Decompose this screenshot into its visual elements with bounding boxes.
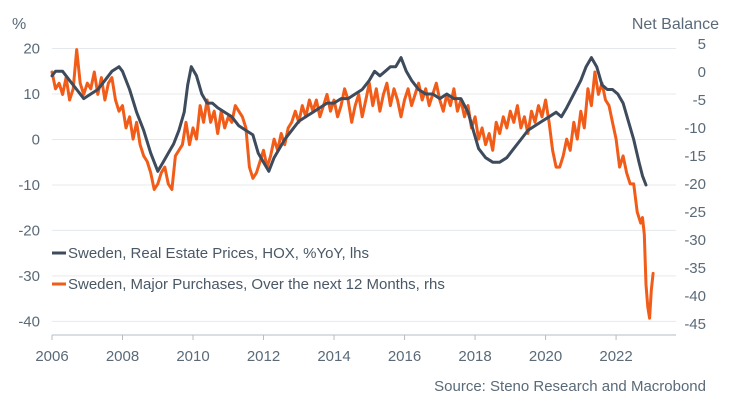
legend-label-hox: Sweden, Real Estate Prices, HOX, %YoY, l… (68, 245, 369, 262)
x-tick-label: 2020 (529, 348, 562, 365)
left-tick-label: -20 (18, 222, 40, 239)
legend: Sweden, Real Estate Prices, HOX, %YoY, l… (52, 245, 445, 293)
right-tick-label: -15 (684, 148, 706, 165)
x-tick-label: 2012 (247, 348, 280, 365)
x-tick-label: 2008 (106, 348, 139, 365)
series-layer (50, 48, 655, 320)
right-axis-unit: Net Balance (632, 16, 719, 33)
right-tick-label: -25 (684, 204, 706, 221)
x-tick-label: 2016 (388, 348, 421, 365)
right-tick-label: -45 (684, 316, 706, 333)
right-tick-label: -40 (684, 288, 706, 305)
x-tick-label: 2006 (35, 348, 68, 365)
right-tick-label: -30 (684, 232, 706, 249)
x-tick-label: 2014 (317, 348, 350, 365)
x-tick-label: 2018 (458, 348, 491, 365)
legend-label-purchases: Sweden, Major Purchases, Over the next 1… (68, 276, 445, 293)
source-note: Source: Steno Research and Macrobond (434, 378, 706, 395)
x-tick-label: 2010 (176, 348, 209, 365)
left-tick-label: -10 (18, 177, 40, 194)
left-tick-label: 0 (32, 131, 40, 148)
right-tick-label: -20 (684, 176, 706, 193)
left-tick-label: -40 (18, 313, 40, 330)
x-tick-label: 2022 (599, 348, 632, 365)
left-tick-label: -30 (18, 268, 40, 285)
right-tick-label: -5 (693, 92, 706, 109)
series-line-hox (50, 56, 648, 187)
right-tick-label: -35 (684, 260, 706, 277)
series-line-purchases (50, 48, 655, 320)
left-axis-ticks: 20 10 0 -10 -20 -30 -40 (18, 41, 40, 331)
left-tick-label: 20 (23, 41, 40, 58)
right-tick-label: -10 (684, 120, 706, 137)
right-axis-ticks: 5 0 -5 -10 -15 -20 -25 -30 -35 -40 -45 (684, 36, 706, 333)
right-tick-label: 5 (698, 36, 706, 53)
left-tick-label: 10 (23, 86, 40, 103)
right-tick-label: 0 (698, 64, 706, 81)
left-axis-unit: % (12, 16, 26, 33)
x-axis-ticks: 2006 2008 2010 2012 2014 2016 2018 2020 2022 (35, 335, 633, 365)
